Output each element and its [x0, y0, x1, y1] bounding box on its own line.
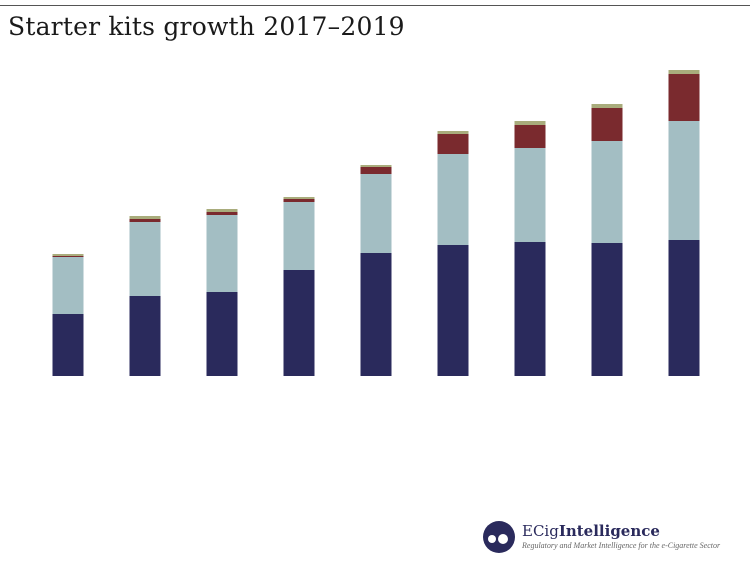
bar-3-segment-1	[206, 292, 238, 376]
bar-6-segment-1	[437, 245, 469, 376]
ecig-logo-icon	[483, 521, 515, 553]
bar-9-segment-4	[668, 70, 700, 74]
top-rule	[0, 5, 750, 6]
bar-5-segment-4	[360, 165, 392, 167]
bar-2-segment-1	[129, 296, 161, 376]
bar-7-segment-4	[514, 121, 546, 125]
bar-7-segment-2	[514, 148, 546, 242]
bar-8-segment-3	[591, 108, 623, 141]
bar-1-segment-4	[52, 254, 84, 256]
bar-4-segment-3	[283, 199, 315, 202]
logo-text: ECigIntelligence	[522, 522, 660, 540]
bar-1-segment-1	[52, 314, 84, 376]
bar-9-segment-3	[668, 74, 700, 121]
bar-3-segment-3	[206, 212, 238, 215]
bar-6-segment-3	[437, 134, 469, 154]
bar-5-segment-1	[360, 253, 392, 376]
bar-2-segment-2	[129, 222, 161, 296]
bar-8-segment-4	[591, 104, 623, 108]
bar-7-segment-1	[514, 242, 546, 376]
bar-4-segment-4	[283, 197, 315, 199]
chart-title: Starter kits growth 2017–2019	[8, 12, 405, 41]
bar-1-segment-3	[52, 256, 84, 257]
bar-6-segment-4	[437, 131, 469, 134]
bar-9-segment-1	[668, 240, 700, 376]
bar-2-segment-3	[129, 219, 161, 222]
bar-9-segment-2	[668, 121, 700, 240]
bar-3-segment-4	[206, 209, 238, 212]
bar-2-segment-4	[129, 216, 161, 219]
bar-3-segment-2	[206, 215, 238, 292]
bar-4-segment-1	[283, 270, 315, 376]
bar-8-segment-1	[591, 243, 623, 376]
bar-8-segment-2	[591, 141, 623, 243]
bar-7-segment-3	[514, 125, 546, 148]
bar-1-segment-2	[52, 257, 84, 314]
bar-5-segment-3	[360, 167, 392, 174]
bar-4-segment-2	[283, 202, 315, 270]
bar-5-segment-2	[360, 174, 392, 253]
bar-6-segment-2	[437, 154, 469, 245]
logo-tagline: Regulatory and Market Intelligence for t…	[522, 541, 721, 550]
